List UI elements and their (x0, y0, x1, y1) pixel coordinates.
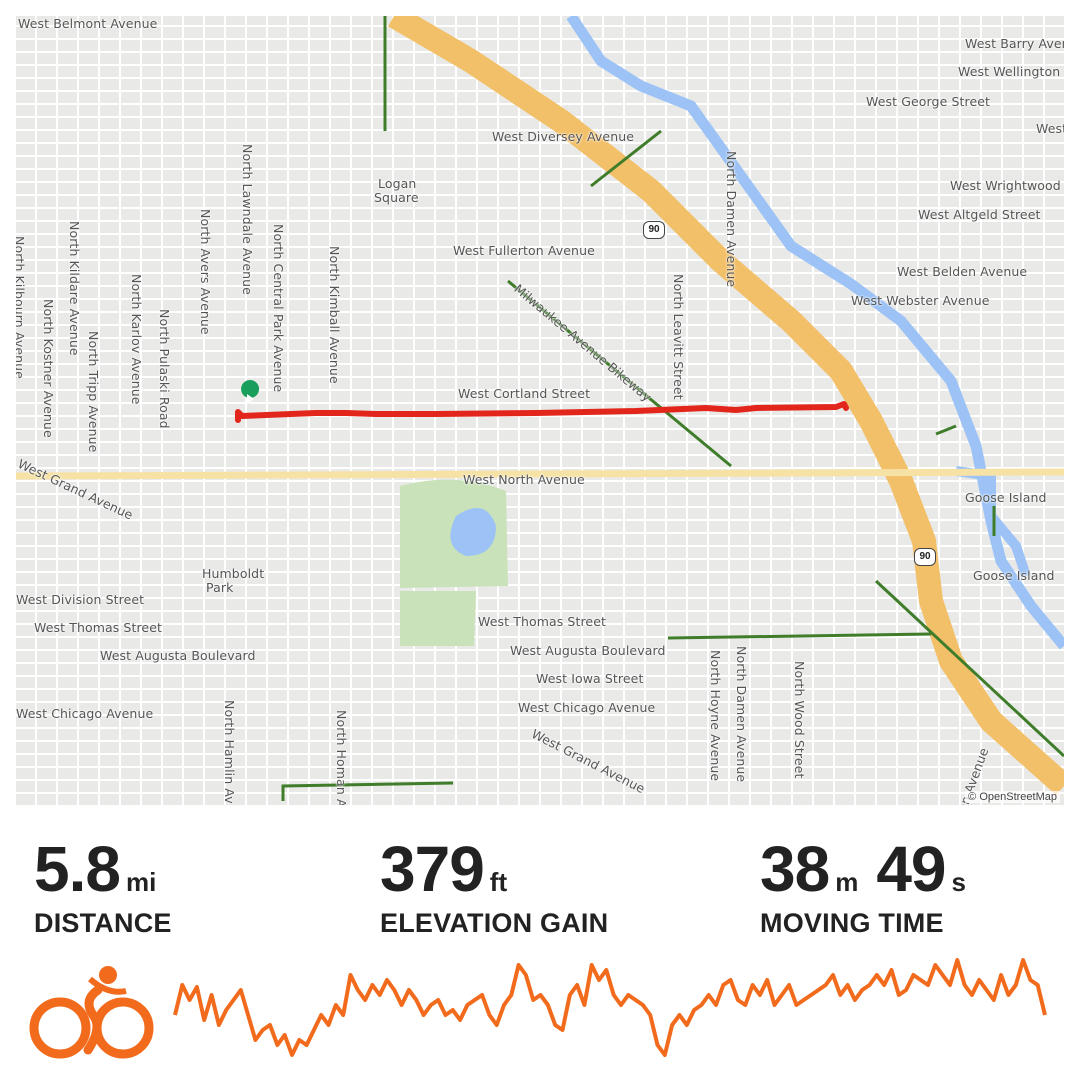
street-label-vertical: North Hamlin Av (222, 700, 237, 804)
cycling-icon (29, 966, 154, 1059)
river (566, 16, 1064, 650)
elevation-line (173, 958, 1047, 1057)
distance-label: DISTANCE (34, 908, 172, 938)
street-label: West Iowa Street (536, 671, 644, 686)
street-label: West Belden Avenue (897, 264, 1028, 279)
moving-time-stat: 38 m 49 s MOVING TIME (760, 832, 984, 939)
street-label: West Belmont Avenue (18, 16, 158, 31)
street-label: Goose Island (965, 490, 1047, 505)
street-label: West Div (1036, 121, 1064, 136)
street-label-vertical: North Kildare Avenue (67, 221, 82, 356)
map-features (16, 16, 1064, 801)
street-label-vertical: North Kostner Avenue (41, 299, 56, 438)
north-avenue-road (16, 468, 1064, 480)
street-label-vertical: North Tripp Avenue (86, 331, 101, 453)
street-label-vertical: North Pulaski Road (157, 309, 172, 429)
distance-unit: mi (125, 867, 157, 897)
street-label: West Altgeld Street (918, 207, 1041, 222)
street-label-vertical: North Hoyne Avenue (708, 650, 723, 782)
street-label: West North Avenue (463, 472, 585, 487)
route-line (235, 401, 849, 423)
elevation-unit: ft (489, 867, 508, 897)
highway-shield-90: 90 (643, 221, 665, 239)
street-label: West Augusta Boulevard (100, 648, 256, 663)
highway-i90 (387, 16, 1064, 795)
street-label-vertical: North Damen Avenue (724, 151, 739, 288)
street-label: Logan (378, 176, 417, 191)
street-label: West Division Street (16, 592, 145, 607)
minutes-unit: m (835, 867, 859, 897)
street-label-vertical: North Homan Av (334, 710, 349, 805)
street-label-vertical: North Wood Street (792, 661, 807, 779)
street-label-vertical: North Central Park Avenue (271, 224, 286, 393)
street-label: West Thomas Street (478, 614, 607, 629)
river-branch (955, 466, 1031, 578)
distance-stat: 5.8 mi DISTANCE (34, 832, 174, 939)
street-label-vertical: North Damen Avenue (734, 646, 749, 783)
street-label-vertical: North Leavitt Street (671, 274, 686, 400)
highway-shield-90: 90 (914, 548, 936, 566)
map-attribution[interactable]: © OpenStreetMap (965, 791, 1060, 803)
elevation-stat: 379 ft ELEVATION GAIN (380, 832, 608, 939)
street-label: Humboldt (202, 566, 265, 581)
street-label: West Wellington (958, 64, 1061, 79)
bike-lanes (281, 16, 1064, 801)
elevation-value: 379 (380, 833, 485, 905)
elevation-label: ELEVATION GAIN (380, 908, 609, 938)
route-map[interactable]: West Belmont Avenue West Barry Avenue West… (16, 16, 1064, 805)
street-label: West Webster Avenue (851, 293, 990, 308)
street-label-vertical: North Avers Avenue (198, 209, 213, 335)
seconds-unit: s (951, 867, 966, 897)
minutes-value: 38 (760, 833, 830, 905)
seconds-value: 49 (876, 833, 946, 905)
street-label: West Augusta Boulevard (510, 643, 666, 658)
street-label: West Fullerton Avenue (453, 243, 595, 258)
street-label-vertical: North Kimball Avenue (327, 246, 342, 384)
start-marker-icon (241, 380, 260, 417)
street-label: West Cortland Street (458, 386, 591, 401)
street-label-vertical: North Karlov Avenue (129, 274, 144, 405)
street-label: West Wrightwood (950, 178, 1061, 193)
moving-time-label: MOVING TIME (760, 908, 944, 938)
street-label: Square (374, 190, 419, 205)
street-label: West Barry Avenue (965, 36, 1064, 51)
street-label: West Chicago Avenue (16, 706, 154, 721)
street-label-vertical: North Lawndale Avenue (240, 144, 255, 295)
street-label: West Diversey Avenue (492, 129, 635, 144)
street-label: West Thomas Street (34, 620, 163, 635)
street-label: West Chicago Avenue (518, 700, 656, 715)
lake (450, 508, 496, 556)
elevation-profile (173, 958, 1047, 1057)
street-label: Goose Island (973, 568, 1055, 583)
street-label: West George Street (866, 94, 991, 109)
distance-value: 5.8 (34, 833, 121, 905)
street-label-vertical: North Kilbourn Avenue (16, 236, 27, 379)
street-label: Park (206, 580, 234, 595)
